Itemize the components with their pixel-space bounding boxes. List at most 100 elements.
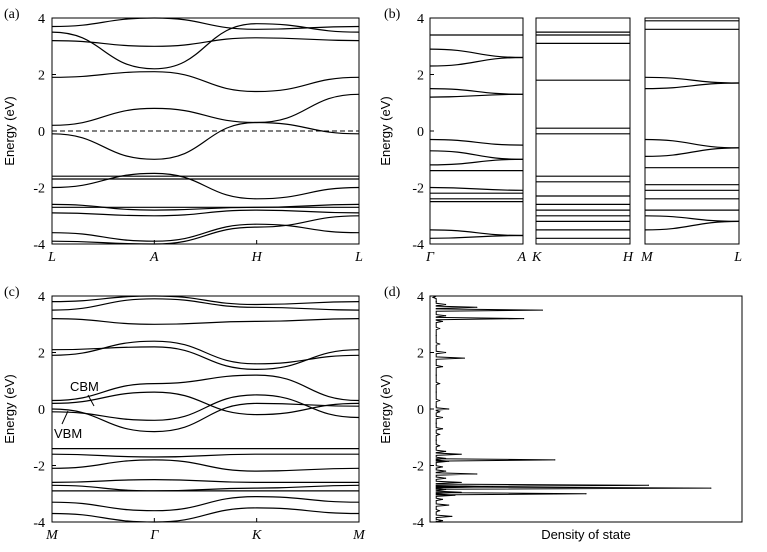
k-point-label: M [352, 528, 366, 543]
dos-point [554, 459, 556, 461]
dos-point [476, 473, 478, 475]
panel-label: (d) [384, 285, 401, 300]
y-tick-label: -2 [33, 460, 45, 475]
cbm-annotation: CBM [70, 379, 99, 394]
dos-point [460, 491, 462, 493]
y-axis-title: Energy (eV) [2, 374, 17, 443]
panel-c-band-structure: (c) 4 2 0 -2 -4 Energy (eV) M Γ K M CBM VBM [2, 285, 366, 543]
y-tick-label: 2 [38, 69, 45, 84]
dos-point [445, 488, 447, 491]
subplot-frame [644, 17, 740, 245]
y-tick-label: 4 [417, 290, 424, 305]
x-axis-title: Density of state [541, 527, 631, 542]
dos-point [445, 477, 447, 479]
band-line [51, 318, 360, 325]
y-tick-label: 4 [38, 12, 45, 27]
dos-point [441, 416, 444, 419]
dos-point [710, 487, 712, 489]
band-line [429, 150, 524, 160]
dos-point [448, 504, 450, 506]
dos-point [445, 457, 447, 460]
k-point-label: Γ [425, 250, 435, 265]
band-line [51, 107, 360, 135]
dos-point [438, 445, 440, 447]
dos-point [647, 484, 650, 486]
dos-point [441, 519, 444, 522]
dos-point [441, 498, 444, 500]
band-line [51, 459, 360, 472]
dos-point [441, 366, 444, 368]
y-tick-label: 4 [417, 12, 424, 27]
dos-point [435, 374, 437, 376]
y-tick-label: 0 [417, 403, 424, 418]
band-line [51, 298, 360, 311]
band-line [429, 48, 524, 59]
y-tick-label: 0 [417, 125, 424, 140]
band-line [51, 93, 360, 160]
dos-point [435, 405, 437, 407]
dos-point [438, 510, 440, 512]
dos-point [435, 439, 437, 441]
dos-point [438, 399, 440, 402]
band-line [51, 507, 360, 523]
y-tick-label: -4 [33, 516, 45, 531]
panel-label: (b) [384, 7, 401, 22]
k-point-label: A [516, 250, 526, 265]
y-tick-label: 2 [417, 69, 424, 84]
dos-point [451, 515, 453, 517]
band-line [429, 229, 524, 237]
band-line [51, 484, 360, 492]
band-line [644, 220, 740, 231]
band-line [644, 82, 740, 90]
k-point-label: K [251, 528, 262, 543]
k-point-label: L [47, 250, 56, 265]
band-line [429, 93, 524, 98]
dos-point [460, 453, 462, 455]
dos-point [445, 351, 447, 354]
band-line [51, 23, 360, 70]
dos-point [454, 494, 456, 496]
k-point-label: A [149, 250, 159, 265]
y-tick-label: 0 [38, 125, 45, 140]
y-tick-label: -4 [412, 238, 424, 253]
band-line [51, 478, 359, 484]
k-point-label: K [531, 250, 542, 265]
dos-point [441, 428, 444, 430]
vbm-pointer [61, 410, 69, 425]
y-tick-label: -4 [412, 516, 424, 531]
band-line [51, 391, 360, 416]
dos-point [445, 315, 447, 317]
dos-point [445, 303, 447, 306]
band-line [644, 138, 740, 149]
band-line [51, 37, 360, 47]
band-line [51, 209, 360, 217]
band-line [51, 394, 360, 421]
dos-point [448, 460, 450, 462]
dos-point [438, 382, 440, 385]
panel-label: (a) [4, 7, 20, 22]
band-line [51, 172, 360, 200]
dos-point [435, 422, 437, 424]
panel-d-density-of-states: (d) 4 2 0 -2 -4 Energy (eV) Density of state [378, 285, 743, 542]
subplot-frame [429, 17, 524, 245]
panel-b-band-structure: (b) 4 2 0 -2 -4 Energy (eV) Γ A K H M L [378, 7, 742, 265]
band-line [51, 453, 359, 458]
y-axis-title: Energy (eV) [2, 96, 17, 165]
dos-point [441, 466, 444, 468]
dos-point [438, 411, 440, 413]
band-line [51, 346, 360, 371]
dos-point [445, 450, 447, 452]
y-tick-label: 0 [38, 403, 45, 418]
dos-point [435, 334, 437, 337]
dos-point [445, 470, 447, 472]
dos-point [541, 309, 543, 311]
band-line [644, 215, 740, 222]
dos-point [441, 320, 444, 323]
dos-curve [431, 295, 711, 523]
dos-point [523, 318, 525, 320]
k-point-label: H [251, 250, 263, 265]
dos-point [435, 391, 437, 393]
y-tick-label: -4 [33, 238, 45, 253]
y-axis-title: Energy (eV) [378, 96, 393, 165]
subplot-frame [535, 17, 631, 245]
